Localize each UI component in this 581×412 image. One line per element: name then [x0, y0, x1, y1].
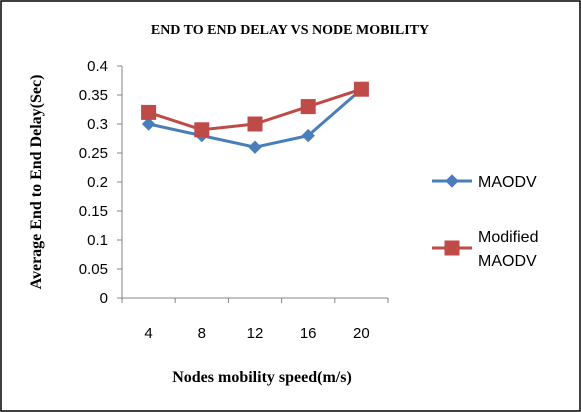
legend-label-line: MAODV [478, 253, 537, 270]
series-1-point [300, 99, 316, 115]
y-tick-label: 0.35 [79, 87, 108, 104]
y-tick-label: 0.1 [87, 232, 108, 249]
legend-label-line: MAODV [478, 174, 537, 191]
y-tick-label: 0 [100, 290, 108, 307]
legend-marker-1 [444, 240, 460, 256]
series-0-point [141, 117, 156, 131]
series-1-point [194, 122, 210, 138]
legend-label-line: Modified [478, 229, 538, 246]
chart-title: END TO END DELAY VS NODE MOBILITY [151, 23, 429, 38]
y-tick-label: 0.2 [87, 174, 108, 191]
x-tick-label: 16 [300, 325, 317, 342]
legend: MAODV Modified MAODV [432, 174, 538, 270]
y-axis-label: Average End to End Delay(Sec) [28, 75, 45, 290]
series-1-point [353, 81, 369, 97]
y-tick-label: 0.15 [79, 203, 108, 220]
series-0-point [301, 128, 315, 143]
plot-area: 0 0.05 0.1 0.15 0.2 0.25 0.3 0.35 0.4 4 8 12 16 20 [79, 58, 389, 342]
x-tick-label: 12 [247, 325, 264, 342]
x-tick-label: 8 [198, 325, 206, 342]
x-tick-label: 20 [353, 325, 370, 342]
x-axis-label: Nodes mobility speed(m/s) [172, 369, 352, 386]
y-tick-label: 0.4 [87, 58, 108, 75]
series-0-point [248, 140, 262, 154]
legend-label-0: MAODV [478, 174, 537, 191]
legend-label-1: Modified MAODV [478, 229, 538, 270]
series-1-point [141, 104, 157, 120]
series-1-point [247, 116, 263, 132]
y-tick-label: 0.3 [87, 116, 108, 133]
y-tick-label: 0.25 [79, 145, 108, 162]
x-tick-label: 4 [144, 325, 152, 342]
y-tick-label: 0.05 [79, 261, 108, 278]
legend-marker-0 [445, 174, 459, 188]
